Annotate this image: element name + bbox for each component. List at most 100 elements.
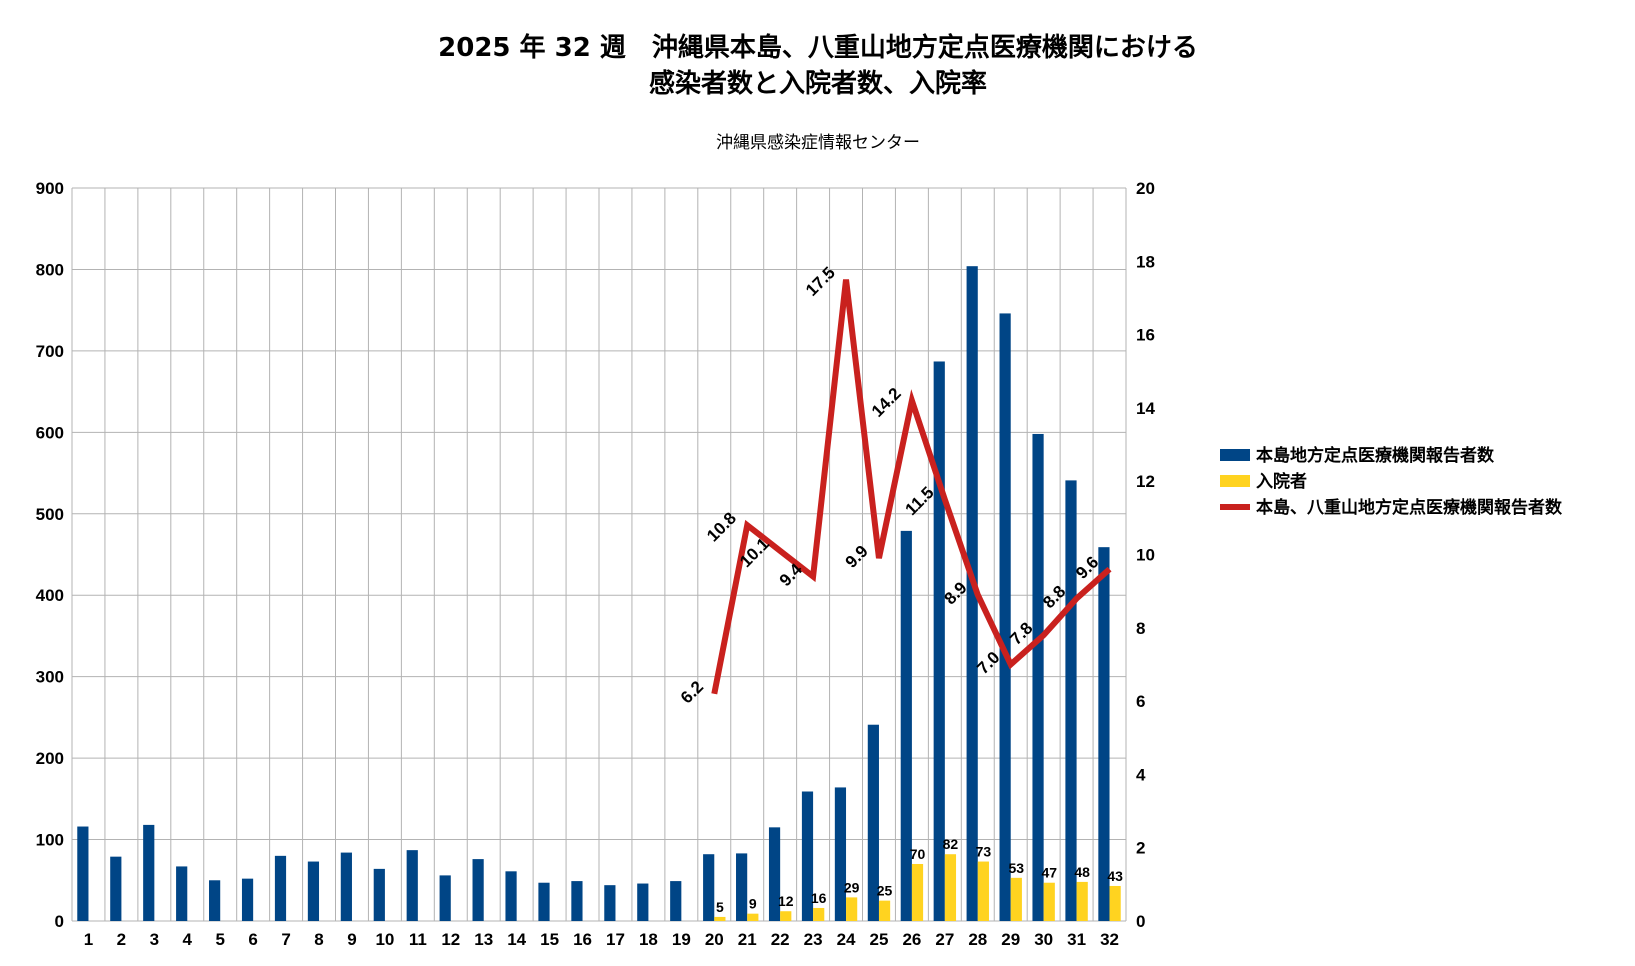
bar-hospitalized-label: 9 bbox=[749, 896, 757, 912]
bar-reported bbox=[1032, 433, 1044, 921]
bar-reported bbox=[900, 530, 912, 921]
bar-reported bbox=[670, 881, 682, 921]
bar-reported bbox=[77, 826, 89, 921]
bar-hospitalized bbox=[944, 854, 957, 921]
bar-reported bbox=[966, 266, 978, 922]
x-tick-label: 9 bbox=[347, 930, 356, 949]
x-tick-label: 20 bbox=[705, 930, 724, 949]
y-left-tick-label: 500 bbox=[36, 505, 64, 524]
series-rate-line bbox=[711, 279, 1112, 695]
x-tick-label: 10 bbox=[375, 930, 394, 949]
y-right-tick-label: 2 bbox=[1136, 839, 1145, 858]
bar-reported bbox=[801, 791, 814, 921]
x-tick-label: 24 bbox=[837, 930, 856, 949]
y-left-tick-label: 300 bbox=[36, 668, 64, 687]
bar-hospitalized-label: 73 bbox=[976, 844, 992, 860]
line-rate-label: 9.9 bbox=[842, 542, 872, 572]
bar-reported bbox=[867, 724, 879, 921]
bar-reported bbox=[176, 866, 188, 921]
x-tick-label: 7 bbox=[281, 930, 290, 949]
bar-hospitalized bbox=[977, 861, 989, 921]
x-tick-label: 26 bbox=[902, 930, 921, 949]
bar-reported bbox=[571, 881, 583, 921]
line-rate-label: 7.0 bbox=[973, 648, 1003, 678]
y-right-tick-label: 18 bbox=[1136, 252, 1155, 271]
line-rate-label: 14.2 bbox=[868, 384, 905, 421]
bar-hospitalized bbox=[1109, 885, 1121, 921]
bar-reported bbox=[999, 313, 1011, 921]
bar-hospitalized-label: 47 bbox=[1041, 865, 1057, 881]
bar-reported bbox=[406, 850, 418, 921]
y-right-tick-label: 6 bbox=[1136, 692, 1145, 711]
bar-reported bbox=[1065, 480, 1077, 921]
legend-swatch bbox=[1220, 449, 1250, 461]
chart-subtitle: 沖縄県感染症情報センター bbox=[716, 133, 920, 153]
y-left-tick-label: 200 bbox=[36, 749, 64, 768]
x-tick-label: 18 bbox=[639, 930, 658, 949]
bar-reported bbox=[340, 852, 352, 921]
x-tick-label: 1 bbox=[84, 930, 93, 949]
bar-reported bbox=[637, 883, 649, 921]
line-rate-label: 8.9 bbox=[940, 578, 970, 608]
x-tick-label: 17 bbox=[606, 930, 625, 949]
bar-reported bbox=[472, 859, 484, 921]
x-tick-label: 14 bbox=[507, 930, 526, 949]
bar-reported bbox=[933, 361, 945, 921]
series-reported-bars bbox=[77, 266, 1110, 922]
y-right-tick-label: 14 bbox=[1136, 399, 1155, 418]
bar-hospitalized-label: 43 bbox=[1107, 868, 1123, 884]
legend-label: 本島、八重山地方定点医療機関報告者数 bbox=[1256, 497, 1563, 518]
bar-reported bbox=[241, 878, 254, 921]
axis-ticks: 0100200300400500600700800900024681012141… bbox=[36, 179, 1156, 949]
bar-hospitalized-label: 48 bbox=[1074, 864, 1090, 880]
bar-reported bbox=[736, 853, 748, 921]
bar-hospitalized-label: 25 bbox=[877, 883, 893, 899]
y-right-tick-label: 12 bbox=[1136, 472, 1155, 491]
bar-reported bbox=[768, 827, 781, 921]
y-left-tick-label: 0 bbox=[55, 912, 64, 931]
legend-swatch bbox=[1220, 475, 1250, 487]
y-right-tick-label: 10 bbox=[1136, 546, 1155, 565]
bar-reported bbox=[505, 871, 517, 921]
bar-reported bbox=[703, 854, 715, 921]
grid-lines bbox=[71, 187, 1127, 922]
bar-reported bbox=[538, 882, 550, 921]
bar-reported bbox=[439, 875, 451, 921]
x-tick-label: 11 bbox=[409, 930, 427, 949]
y-right-tick-label: 16 bbox=[1136, 326, 1155, 345]
chart-title-line1: 2025 年 32 週 沖縄県本島、八重山地方定点医療機関における bbox=[438, 32, 1198, 63]
bar-hospitalized-label: 5 bbox=[716, 899, 724, 915]
bar-reported bbox=[1098, 547, 1110, 921]
x-tick-label: 29 bbox=[1001, 930, 1020, 949]
bar-hospitalized bbox=[1043, 882, 1055, 921]
series-hospitalized-bars bbox=[714, 854, 1121, 921]
line-rate-label: 17.5 bbox=[802, 263, 839, 300]
x-tick-label: 31 bbox=[1067, 930, 1086, 949]
legend-label: 入院者 bbox=[1256, 471, 1307, 492]
x-tick-label: 22 bbox=[771, 930, 790, 949]
bar-hospitalized bbox=[878, 900, 891, 921]
bar-reported bbox=[834, 787, 847, 921]
y-right-tick-label: 0 bbox=[1136, 912, 1145, 931]
bar-hospitalized bbox=[846, 897, 858, 921]
bar-hospitalized-label: 82 bbox=[943, 836, 959, 852]
bar-reported bbox=[307, 861, 320, 921]
chart-title-line2: 感染者数と入院者数、入院率 bbox=[649, 68, 987, 99]
y-left-tick-label: 400 bbox=[36, 586, 64, 605]
x-tick-label: 5 bbox=[215, 930, 224, 949]
x-tick-label: 12 bbox=[441, 930, 460, 949]
bar-reported bbox=[143, 824, 155, 921]
bar-reported bbox=[110, 856, 122, 921]
bar-reported bbox=[604, 885, 616, 921]
y-right-tick-label: 4 bbox=[1136, 765, 1146, 784]
bar-reported bbox=[209, 880, 221, 921]
bar-hospitalized-label: 12 bbox=[778, 893, 794, 909]
y-left-tick-label: 800 bbox=[36, 260, 64, 279]
bar-hospitalized bbox=[780, 911, 792, 921]
bar-hospitalized-label: 29 bbox=[844, 879, 860, 895]
bar-reported bbox=[373, 868, 385, 921]
x-tick-label: 23 bbox=[804, 930, 823, 949]
x-tick-label: 27 bbox=[935, 930, 954, 949]
x-tick-label: 30 bbox=[1034, 930, 1053, 949]
